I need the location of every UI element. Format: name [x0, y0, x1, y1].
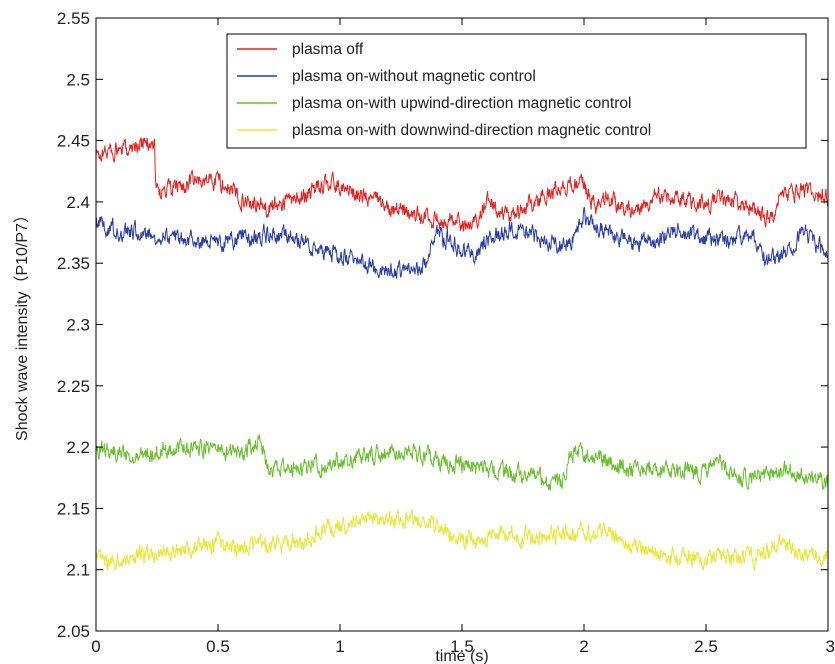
y-tick-label: 2.2	[66, 438, 90, 457]
x-axis-label: time (s)	[435, 648, 488, 664]
x-tick-label: 2	[579, 637, 588, 656]
y-axis-label: Shock wave intensity（P10/P7）	[13, 207, 31, 441]
x-tick-label: 0	[91, 637, 100, 656]
series-line-1	[95, 137, 829, 232]
y-tick-label: 2.05	[57, 622, 90, 641]
legend-label-3: plasma on-with upwind-direction magnetic…	[292, 95, 631, 112]
y-tick-label: 2.3	[66, 316, 90, 335]
legend-label-4: plasma on-with downwind-direction magnet…	[292, 122, 651, 139]
y-tick-label: 2.45	[57, 132, 90, 151]
series-line-4	[95, 508, 829, 572]
x-tick-label: 1.5	[450, 637, 474, 656]
x-tick-label: 2.5	[694, 637, 718, 656]
y-tick-label: 2.25	[57, 377, 90, 396]
y-tick-label: 2.35	[57, 254, 90, 273]
y-tick-label: 2.1	[66, 561, 90, 580]
x-tick-label: 3	[826, 637, 835, 656]
y-tick-label: 2.4	[66, 193, 90, 212]
y-tick-label: 2.55	[57, 9, 90, 28]
ticks-layer: 0 0.5 1 1.5 2 2.5 3 2.05 2.1 2.15 2.2 2.25 2.3 2.35 2.…	[57, 9, 835, 656]
series-line-3	[95, 434, 829, 491]
x-tick-label: 0.5	[206, 637, 230, 656]
legend-label-1: plasma off	[292, 41, 364, 58]
legend-label-2: plasma on-without magnetic control	[292, 68, 536, 85]
series-line-2	[95, 206, 829, 279]
y-tick-label: 2.5	[66, 70, 90, 89]
series-layer	[95, 137, 829, 572]
x-tick-label: 1	[335, 637, 344, 656]
legend-box	[226, 33, 807, 149]
y-tick-label: 2.15	[57, 499, 90, 518]
legend: plasma off plasma on-without magnetic con…	[226, 33, 807, 149]
